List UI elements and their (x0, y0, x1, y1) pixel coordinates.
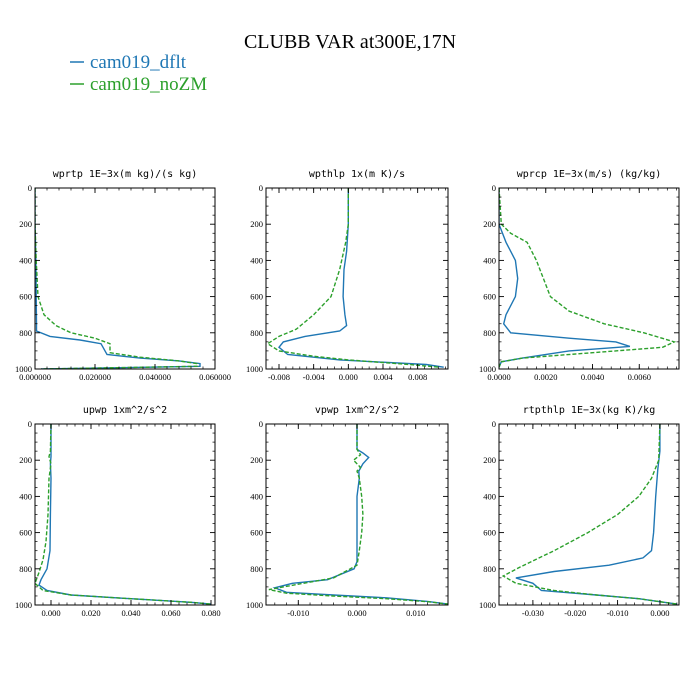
y-tick-label: 800 (483, 564, 496, 574)
y-tick-label: 1000 (479, 600, 496, 610)
panel-6: rtpthlp 1E−3x(kg K)/kg -0.030 -0.020 -0.010… (479, 405, 680, 618)
y-tick-label: 0 (492, 183, 496, 193)
y-tick-label: 600 (483, 528, 496, 538)
x-tick-label: -0.004 (303, 372, 326, 382)
y-tick-label: 1000 (479, 364, 496, 374)
series-line-dflt (35, 188, 201, 369)
panels: wprtp 1E−3x(m kg)/(s kg)0.000000 0.020000… (15, 169, 680, 618)
panel-title: vpwp 1xm^2/s^2 (315, 405, 399, 416)
x-tick-label: 0.020000 (79, 372, 111, 382)
y-tick-label: 400 (19, 491, 32, 501)
y-tick-label: 400 (483, 255, 496, 265)
series-line-nozm (499, 188, 677, 368)
x-tick-label: 0.0000 (487, 372, 510, 382)
y-tick-label: 0 (28, 419, 32, 429)
y-tick-label: 400 (250, 255, 263, 265)
x-tick-label: 0.000 (650, 608, 669, 618)
x-tick-label: -0.010 (287, 608, 309, 618)
panel-1: wprtp 1E−3x(m kg)/(s kg) 0.000000 0.020000… (15, 169, 231, 382)
y-tick-label: 600 (250, 528, 263, 538)
panel-title: wprtp 1E−3x(m kg)/(s kg) (53, 169, 198, 180)
series-line-dflt (499, 188, 631, 368)
y-tick-label: 0 (492, 419, 496, 429)
x-tick-label: 0.040000 (139, 372, 171, 382)
series-line-dflt (515, 424, 677, 605)
y-tick-label: 1000 (246, 364, 263, 374)
series-line-nozm (35, 188, 198, 369)
panel-2: wpthlp 1x(m K)/s -0.008 -0.004 0.000 0.004 0.… (246, 169, 449, 382)
panel-5: vpwp 1xm^2/s^2 -0.010 0.000 0.010 0 200 400 600… (246, 405, 449, 618)
y-tick-label: 1000 (246, 600, 263, 610)
x-tick-label: 0.000 (347, 608, 366, 618)
panel-4: upwp 1xm^2/s^2 0.000 0.020 0.040 0.060 0.080 0… (15, 405, 221, 618)
x-tick-label: 0.040 (121, 608, 140, 618)
y-tick-label: 400 (19, 255, 32, 265)
y-tick-label: 0 (259, 419, 263, 429)
x-tick-label: -0.008 (268, 372, 290, 382)
y-tick-label: 800 (483, 328, 496, 338)
panel-title: wprcp 1E−3x(m/s) (kg/kg) (517, 169, 662, 180)
y-tick-label: 0 (259, 183, 263, 193)
x-tick-label: 0.010 (406, 608, 425, 618)
legend-label-dflt: cam019_dflt (90, 52, 187, 73)
x-tick-label: 0.0060 (628, 372, 651, 382)
y-tick-label: 200 (19, 219, 32, 229)
x-tick-label: 0.080 (201, 608, 220, 618)
y-tick-label: 200 (483, 219, 496, 229)
legend: cam019_dflt cam019_noZM (70, 52, 207, 95)
series-line-nozm (268, 424, 448, 605)
x-tick-label: 0.000000 (19, 372, 51, 382)
x-tick-label: 0.020 (81, 608, 100, 618)
y-tick-label: 800 (19, 564, 32, 574)
y-tick-label: 200 (19, 455, 32, 465)
y-tick-label: 800 (250, 328, 263, 338)
y-tick-label: 200 (250, 219, 263, 229)
y-tick-label: 400 (483, 491, 496, 501)
series-line-nozm (35, 424, 212, 605)
x-tick-label: -0.030 (522, 608, 544, 618)
y-tick-label: 1000 (15, 600, 32, 610)
y-tick-label: 0 (28, 183, 32, 193)
series-line-dflt (278, 188, 444, 368)
x-tick-label: 0.004 (373, 372, 393, 382)
x-tick-label: 0.008 (408, 372, 427, 382)
x-tick-label: 0.060000 (199, 372, 231, 382)
panel-title: upwp 1xm^2/s^2 (83, 405, 167, 416)
x-tick-label: -0.020 (564, 608, 586, 618)
panel-title: wpthlp 1x(m K)/s (309, 169, 405, 180)
x-tick-label: 0.060 (161, 608, 180, 618)
x-tick-label: 0.0020 (534, 372, 557, 382)
x-tick-label: 0.000 (339, 372, 358, 382)
series-line-nozm (501, 424, 677, 605)
y-tick-label: 200 (250, 455, 263, 465)
y-tick-label: 600 (19, 292, 32, 302)
panel-title: rtpthlp 1E−3x(kg K)/kg (523, 405, 655, 416)
y-tick-label: 600 (483, 292, 496, 302)
figure-title: CLUBB VAR at300E,17N (244, 31, 456, 53)
y-tick-label: 400 (250, 491, 263, 501)
legend-label-nozm: cam019_noZM (90, 74, 207, 95)
y-tick-label: 200 (483, 455, 496, 465)
x-tick-label: -0.010 (607, 608, 629, 618)
x-tick-label: 0.000 (41, 608, 60, 618)
y-tick-label: 600 (250, 292, 263, 302)
y-tick-label: 800 (19, 328, 32, 338)
panel-3: wprcp 1E−3x(m/s) (kg/kg) 0.0000 0.0020 0.00… (479, 169, 680, 382)
y-tick-label: 600 (19, 528, 32, 538)
x-tick-label: 0.0040 (581, 372, 604, 382)
y-tick-label: 800 (250, 564, 263, 574)
y-tick-label: 1000 (15, 364, 32, 374)
